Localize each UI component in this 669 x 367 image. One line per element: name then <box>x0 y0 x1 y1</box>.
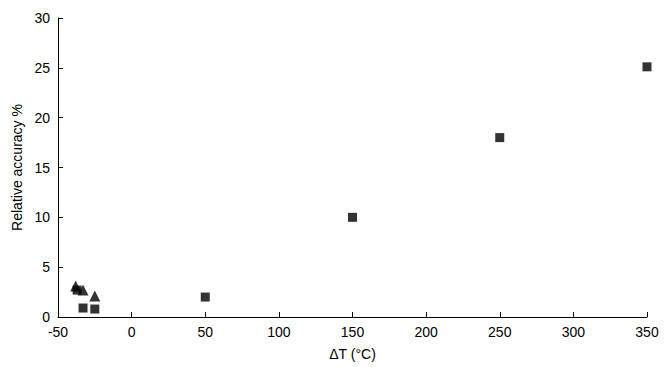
svg-text:15: 15 <box>34 160 50 176</box>
svg-text:20: 20 <box>34 110 50 126</box>
svg-text:150: 150 <box>341 324 365 340</box>
svg-text:0: 0 <box>42 309 50 325</box>
svg-text:Relative accuracy %: Relative accuracy % <box>9 104 25 231</box>
svg-text:100: 100 <box>267 324 291 340</box>
svg-text:200: 200 <box>414 324 438 340</box>
svg-text:350: 350 <box>635 324 659 340</box>
svg-text:250: 250 <box>488 324 512 340</box>
svg-text:5: 5 <box>42 259 50 275</box>
svg-text:ΔT (°C): ΔT (°C) <box>329 346 376 362</box>
svg-text:25: 25 <box>34 60 50 76</box>
svg-text:50: 50 <box>197 324 213 340</box>
svg-text:-50: -50 <box>48 324 68 340</box>
svg-text:10: 10 <box>34 209 50 225</box>
svg-text:30: 30 <box>34 10 50 26</box>
svg-text:300: 300 <box>562 324 586 340</box>
svg-text:0: 0 <box>128 324 136 340</box>
